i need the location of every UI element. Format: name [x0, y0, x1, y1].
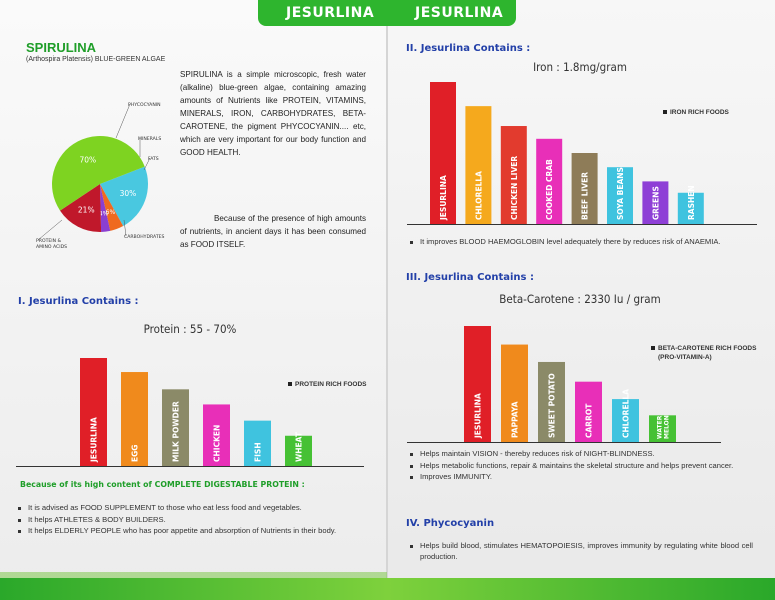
bar-label: MILK POWDER — [172, 401, 181, 462]
bar-chicken — [203, 404, 230, 466]
bar-cooked-crab — [536, 138, 563, 224]
banner-title-left: JESURLINA — [286, 5, 375, 21]
section-2-heading: II. Jesurlina Contains : — [406, 43, 531, 54]
phycocyanin-bullet: Helps build blood, stimulates HEMATOPOIE… — [408, 541, 753, 562]
protein-bullets: It is advised as FOOD SUPPLEMENT to thos… — [16, 503, 366, 538]
bar-pappaya — [501, 344, 528, 442]
spirulina-description-2: Because of the presence of high amounts … — [180, 214, 366, 249]
bar-milk-powder — [162, 389, 189, 466]
pie-percent-label: 21% — [78, 205, 95, 214]
pie-slice-protein — [52, 136, 145, 211]
spirulina-subtitle: (Arthospira Platensis) BLUE-GREEN ALGAE — [26, 56, 166, 63]
banner-title-right: JESURLINA — [415, 5, 504, 21]
bar-greens — [642, 181, 669, 224]
iron-bullet: It improves BLOOD HAEMOGLOBIN level adeq… — [408, 237, 753, 248]
bar-chicken-liver — [500, 126, 527, 224]
bar-label: JESURLINA — [474, 393, 483, 439]
bar-soya-beans — [607, 167, 633, 224]
pie-slice-carbohydrates — [60, 184, 102, 232]
bar-label: WATERMELON — [657, 415, 671, 439]
bar-jesurlina — [430, 82, 456, 224]
beta-carotene-chart: JESURLINA PAPPAYA SWEET POTATO CARROT CHLORE… — [407, 326, 721, 443]
section-1-heading: I. Jesurlina Contains : — [18, 296, 139, 307]
pie-outer-label: PHYCOCYANIN — [128, 102, 161, 108]
spirulina-composition-pie: 30% 6%4% 21% 70% PHYCOCYANIN MINERALS FATS CARB… — [36, 102, 165, 250]
pie-slice-minerals — [100, 184, 124, 231]
bar-sweet-potato — [538, 361, 565, 442]
iron-bullets: It improves BLOOD HAEMOGLOBIN level adeq… — [408, 237, 753, 249]
bar-label: RASHEN — [687, 185, 696, 220]
pie-percent-label: 30% — [120, 189, 137, 198]
protein-legend: PROTEIN RICH FOODS — [288, 381, 367, 388]
left-page — [0, 0, 387, 600]
bar-chlorella — [465, 106, 492, 224]
bar-label: PAPPAYA — [511, 401, 520, 438]
iron-chart: JESURLINA CHLORELLA CHICKEN LIVER COOKED CR… — [407, 82, 757, 225]
bar-label: COOKED CRAB — [545, 159, 554, 220]
protein-chart: JESURLINA EGG MILK POWDER CHICKEN FISH WHEAT — [16, 358, 364, 467]
pie-slice-fats — [100, 184, 111, 232]
section-4-heading: IV. Phycocyanin — [406, 518, 495, 529]
iron-legend: IRON RICH FOODS — [663, 109, 729, 116]
bar-chlorella — [612, 399, 639, 442]
beta-carotene-bullet: Helps maintain VISION - thereby reduces … — [408, 449, 753, 460]
pie-leader-line — [115, 103, 131, 139]
pie-leader-line — [143, 157, 151, 171]
pie-outer-label: CARBOHYDRATES — [124, 234, 165, 240]
bottom-bar — [0, 578, 775, 600]
bar-label: GREENS — [651, 186, 660, 220]
beta-carotene-bullet: Improves IMMUNITY. — [408, 472, 753, 483]
iron-chart-title: Iron : 1.8mg/gram — [533, 60, 627, 74]
pie-slice-phycocyanin — [100, 166, 148, 227]
bar-label: SOYA BEANS — [616, 167, 625, 220]
protein-note: Because of its high content of COMPLETE … — [20, 480, 305, 489]
bar-label: CHICKEN — [213, 425, 222, 462]
bar-label: FISH — [254, 442, 263, 462]
beta-carotene-legend: BETA-CAROTENE RICH FOODS — [651, 345, 756, 352]
bar-label: CARROT — [585, 403, 594, 438]
bar-beef-liver — [571, 153, 598, 224]
bar-rashen — [677, 192, 704, 224]
pie-outer-label: PROTEIN & AMINO ACIDS — [36, 238, 67, 250]
bar-egg — [121, 372, 148, 466]
bar-label: BEEF LIVER — [581, 172, 590, 220]
beta-carotene-legend-sub: (PRO-VITAMIN-A) — [658, 354, 712, 361]
top-banner: JESURLINA JESURLINA — [258, 0, 516, 26]
pie-leader-line — [37, 219, 63, 241]
section-3-heading: III. Jesurlina Contains : — [406, 272, 534, 283]
protein-chart-title: Protein : 55 - 70% — [143, 322, 237, 336]
bar-jesurlina — [80, 358, 107, 466]
bar-jesurlina — [464, 326, 491, 442]
bar-label: CHLORELLA — [474, 171, 483, 220]
pie-outer-label: FATS — [148, 156, 159, 162]
spirulina-description: SPIRULINA is a simple microscopic, fresh… — [180, 70, 366, 157]
pie-leader-line — [123, 219, 127, 237]
bar-fish — [244, 420, 271, 466]
pie-percent-label: 70% — [80, 156, 97, 165]
protein-bullet: It is advised as FOOD SUPPLEMENT to thos… — [16, 503, 366, 514]
bar-label: JESURLINA — [90, 417, 99, 463]
page-divider — [386, 0, 388, 600]
protein-bullet: It helps ATHLETES & BODY BUILDERS. — [16, 515, 366, 526]
bar-label: EGG — [131, 445, 140, 462]
bar-label: CHLORELLA — [622, 389, 631, 438]
bar-wheat — [285, 435, 312, 466]
beta-carotene-chart-title: Beta-Carotene : 2330 Iu / gram — [499, 292, 661, 306]
bar-carrot — [575, 381, 602, 442]
protein-bullet: It helps ELDERLY PEOPLE who has poor app… — [16, 526, 366, 537]
bar-label: WHEAT — [295, 431, 304, 462]
beta-carotene-bullet: Helps metabolic functions, repair & main… — [408, 461, 753, 472]
pie-outer-label: MINERALS — [138, 136, 161, 142]
bar-label: JESURLINA — [439, 175, 448, 221]
bar-label: CHICKEN LIVER — [510, 156, 519, 220]
pie-percent-label: 4% — [99, 211, 109, 218]
spirulina-title: SPIRULINA — [26, 40, 97, 55]
bar-water-melon — [649, 415, 676, 442]
bottom-stripe — [0, 572, 387, 578]
phycocyanin-bullets: Helps build blood, stimulates HEMATOPOIE… — [408, 541, 753, 563]
beta-carotene-bullets: Helps maintain VISION - thereby reduces … — [408, 449, 753, 484]
pie-percent-label: 6% — [106, 209, 116, 216]
bar-label: SWEET POTATO — [548, 373, 557, 438]
